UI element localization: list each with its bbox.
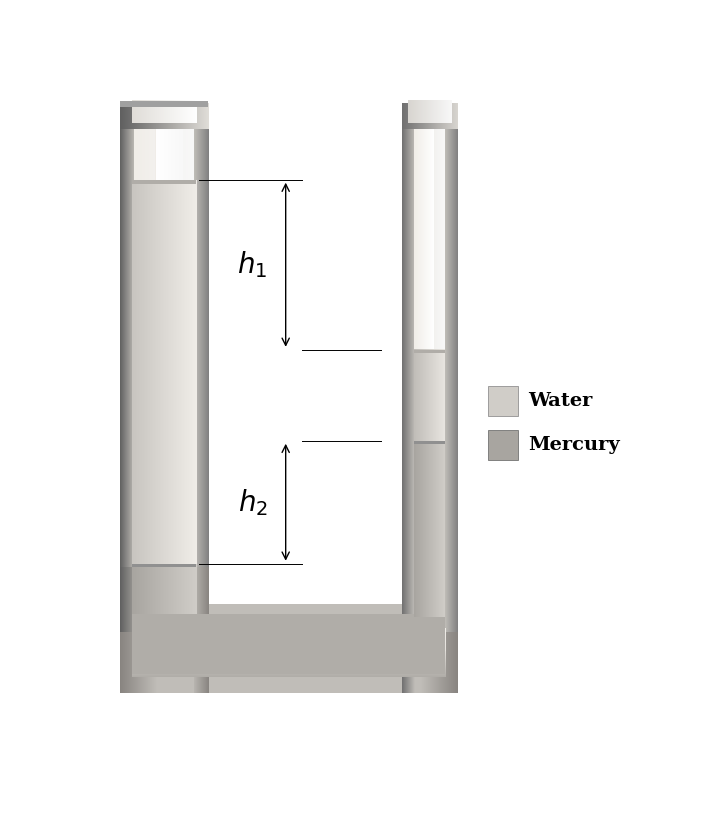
Bar [488,386,518,416]
Bar [120,605,457,693]
Text: Water: Water [528,391,593,409]
Bar [120,101,208,108]
Text: $h_1$: $h_1$ [237,249,268,280]
Bar [132,180,196,184]
Bar [414,350,445,353]
Bar [132,120,196,617]
Text: Mercury: Mercury [528,435,620,453]
Bar [414,441,445,444]
Bar [488,430,518,460]
Bar [132,614,445,674]
Bar [132,564,196,567]
Bar [132,611,445,674]
Text: $h_2$: $h_2$ [238,487,268,518]
Bar [414,120,445,617]
